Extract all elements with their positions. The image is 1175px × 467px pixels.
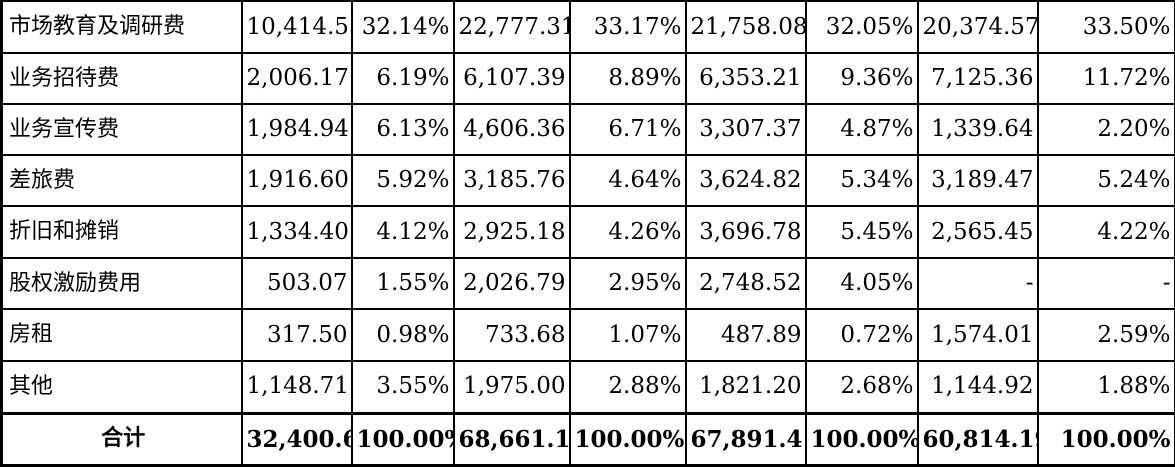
table-cell: 5.45% [804,205,919,259]
table-cell: 2.68% [804,360,919,414]
table-cell: 7,125.36 [916,52,1039,105]
table-cell: 3,307.37 [684,103,807,156]
total-cell: 60,814.19 [916,411,1039,467]
table-cell: 3,624.82 [684,154,807,207]
table-cell: 733.68 [452,308,571,362]
table-row: 其他 1,148.71 3.55% 1,975.00 2.88% 1,821.2… [0,360,1175,414]
table-cell: 2,026.79 [452,257,571,310]
table-cell: 2,748.52 [684,257,807,310]
table-cell: 2.95% [568,257,687,310]
table-cell: 1,984.94 [240,103,353,156]
table-cell: 1.55% [350,257,455,310]
total-label: 合计 [0,411,243,467]
row-label: 市场教育及调研费 [0,0,243,54]
table-cell: 3,696.78 [684,205,807,259]
total-cell: 32,400.64 [240,411,353,467]
total-cell: 68,661.14 [452,411,571,467]
total-cell: 100.00% [568,411,687,467]
table-row: 差旅费 1,916.60 5.92% 3,185.76 4.64% 3,624.… [0,154,1175,207]
row-label: 折旧和摊销 [0,205,243,259]
table-cell: 0.72% [804,308,919,362]
table-row: 股权激励费用 503.07 1.55% 2,026.79 2.95% 2,748… [0,257,1175,310]
total-cell: 67,891.41 [684,411,807,467]
row-label: 房租 [0,308,243,362]
table-cell: 3,185.76 [452,154,571,207]
table-cell: 2,006.17 [240,52,353,105]
table-cell: 10,414.55 [240,0,353,54]
table-cell: 4.05% [804,257,919,310]
table-cell: 317.50 [240,308,353,362]
table-row: 房租 317.50 0.98% 733.68 1.07% 487.89 0.72… [0,308,1175,362]
table-cell: 2,565.45 [916,205,1039,259]
table-cell: 4.64% [568,154,687,207]
table-cell: 1,821.20 [684,360,807,414]
table-cell: 3.55% [350,360,455,414]
total-cell: 100.00% [350,411,455,467]
table-cell: 1,148.71 [240,360,353,414]
table-cell: 33.17% [568,0,687,54]
total-cell: 100.00% [804,411,919,467]
table-cell: 20,374.57 [916,0,1039,54]
table-cell: 32.05% [804,0,919,54]
table-cell: 5.24% [1036,154,1175,207]
table-cell: 6.19% [350,52,455,105]
table-cell: 2.20% [1036,103,1175,156]
table-cell: 32.14% [350,0,455,54]
table-row: 市场教育及调研费 10,414.55 32.14% 22,777.31 33.1… [0,0,1175,54]
table-cell: 9.36% [804,52,919,105]
table-cell: 4.87% [804,103,919,156]
table-cell: 4.12% [350,205,455,259]
table-cell: 6.71% [568,103,687,156]
table-cell: 4.26% [568,205,687,259]
table-cell: 3,189.47 [916,154,1039,207]
table-cell: 22,777.31 [452,0,571,54]
table-cell: 1,339.64 [916,103,1039,156]
table-cell: 4,606.36 [452,103,571,156]
table-cell: 33.50% [1036,0,1175,54]
table-row: 折旧和摊销 1,334.40 4.12% 2,925.18 4.26% 3,69… [0,205,1175,259]
table-cell: 1.07% [568,308,687,362]
table-cell: 5.92% [350,154,455,207]
table-cell: 503.07 [240,257,353,310]
row-label: 股权激励费用 [0,257,243,310]
table-cell: 11.72% [1036,52,1175,105]
table-cell: 1,334.40 [240,205,353,259]
table-cell: 6,107.39 [452,52,571,105]
total-row: 合计 32,400.64 100.00% 68,661.14 100.00% 6… [0,411,1175,467]
table-row: 业务宣传费 1,984.94 6.13% 4,606.36 6.71% 3,30… [0,103,1175,156]
table-cell: 6.13% [350,103,455,156]
table-cell: 487.89 [684,308,807,362]
row-label: 业务宣传费 [0,103,243,156]
table-cell: 0.98% [350,308,455,362]
table-cell: 1.88% [1036,360,1175,414]
table-cell: 2,925.18 [452,205,571,259]
table-cell: - [1036,257,1175,310]
table-cell: 5.34% [804,154,919,207]
table-row: 业务招待费 2,006.17 6.19% 6,107.39 8.89% 6,35… [0,52,1175,105]
table-cell: 1,144.92 [916,360,1039,414]
table-cell: 1,975.00 [452,360,571,414]
table-cell: 6,353.21 [684,52,807,105]
table-cell: 1,916.60 [240,154,353,207]
table-cell: 4.22% [1036,205,1175,259]
table-cell: 21,758.08 [684,0,807,54]
row-label: 其他 [0,360,243,414]
table-cell: 8.89% [568,52,687,105]
table-cell: 2.59% [1036,308,1175,362]
row-label: 业务招待费 [0,52,243,105]
table-cell: 1,574.01 [916,308,1039,362]
table-cell: 2.88% [568,360,687,414]
row-label: 差旅费 [0,154,243,207]
total-cell: 100.00% [1036,411,1175,467]
table-cell: - [916,257,1039,310]
